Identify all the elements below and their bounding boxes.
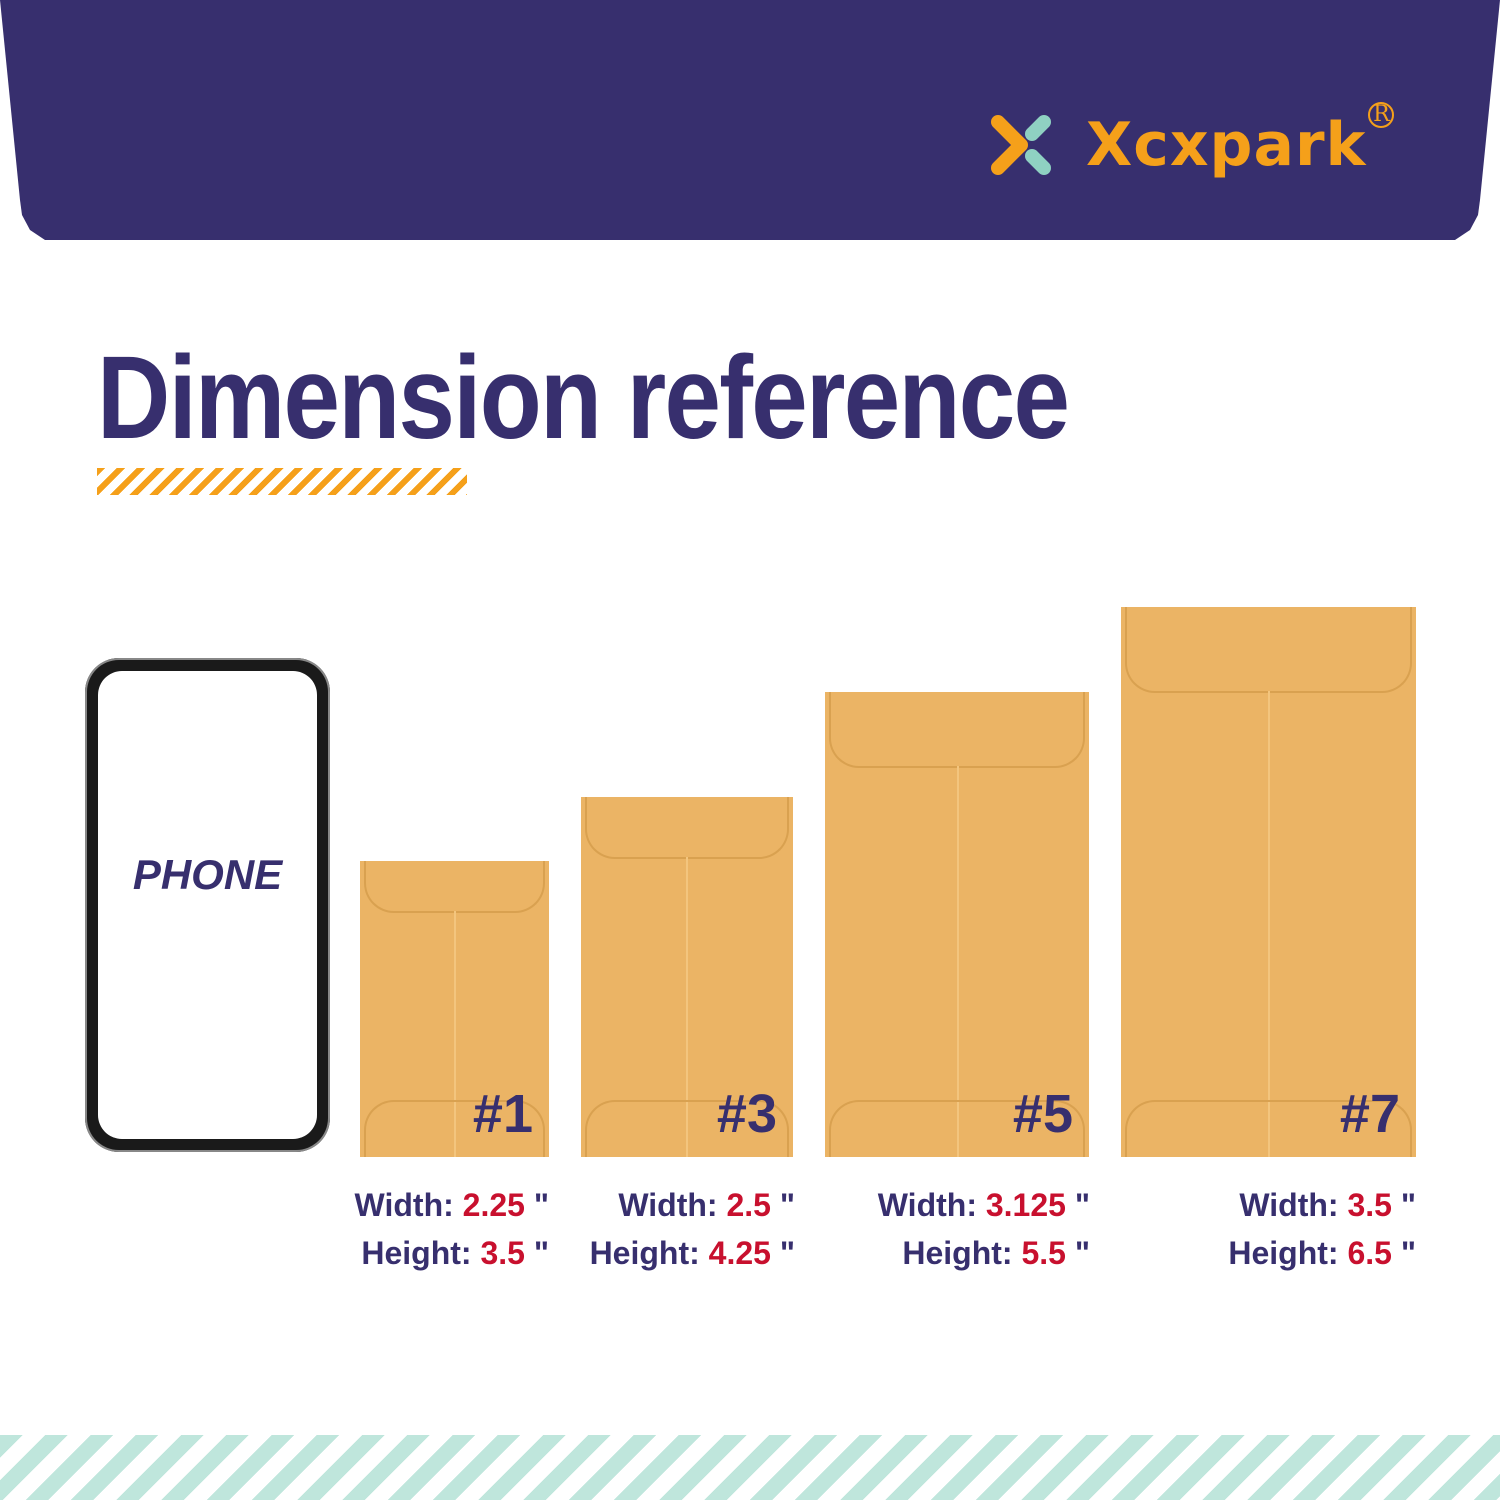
footer-stripes [0,1435,1500,1500]
envelope-3-width: Width: 2.5 " [618,1187,795,1223]
envelope-number: #1 [472,1084,533,1144]
envelope-7: #7 [1121,607,1416,1157]
envelope-5-width: Width: 3.125 " [877,1187,1090,1223]
xcxpark-logo-icon [991,115,1051,175]
envelope-1-width: Width: 2.25 " [354,1187,549,1223]
envelope-5: #5 [825,692,1089,1157]
envelope-1-height: Height: 3.5 " [361,1235,549,1271]
envelope-number: #7 [1339,1084,1400,1144]
envelope-number: #3 [716,1084,777,1144]
header-banner [0,0,1500,240]
envelope-5-height: Height: 5.5 " [902,1235,1090,1271]
envelope-3-height: Height: 4.25 " [589,1235,795,1271]
phone-screen: PHONE [98,671,317,1139]
envelope-number: #5 [1012,1084,1073,1144]
envelope-3: #3 [581,797,793,1157]
envelope-1: #1 [360,861,549,1157]
brand-wordmark: Xcxpark R [1048,102,1395,180]
brand-logo: Xcxpark R [988,102,1395,180]
brand-name: Xcxpark [1086,110,1367,180]
envelope-7-width: Width: 3.5 " [1239,1187,1416,1223]
envelope-7-height: Height: 6.5 " [1228,1235,1416,1271]
title-underline-stripes [97,468,467,495]
phone-illustration: PHONE [85,658,330,1152]
phone-label: PHONE [132,851,283,898]
page-title: Dimension reference [97,332,1070,464]
registered-mark: R [1368,102,1395,128]
